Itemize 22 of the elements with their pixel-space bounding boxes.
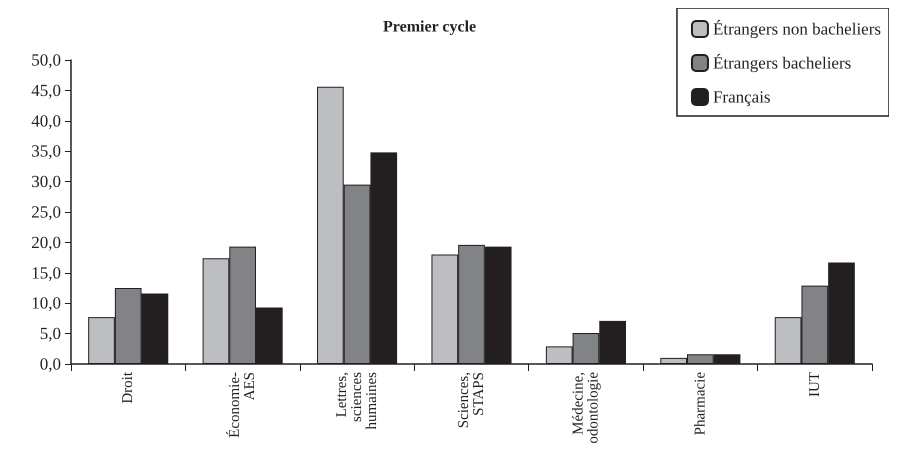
y-tick-label: 40,0	[31, 111, 61, 130]
x-tick-label: Lettres, sciences humaines	[334, 372, 380, 430]
chart-title: Premier cycle	[383, 18, 476, 36]
y-tick-label: 45,0	[31, 80, 61, 100]
x-tick-label: Sciences, STAPS	[456, 372, 487, 428]
x-tick-label: IUT	[806, 372, 823, 397]
y-tick-label: 35,0	[31, 142, 61, 161]
y-tick-label: 50,0	[31, 50, 61, 70]
legend-label: Français	[712, 88, 771, 106]
x-tick-label: Droit	[120, 371, 136, 404]
y-tick-label: 30,0	[31, 172, 61, 192]
y-tick-label: 0,0	[40, 354, 61, 374]
x-tick-label: Économie- AES	[226, 372, 258, 438]
y-tick-label: 20,0	[31, 232, 61, 252]
legend-label: Étrangers non bacheliers	[712, 20, 882, 38]
y-tick-label: 5,0	[40, 324, 61, 344]
y-tick-label: 15,0	[31, 263, 61, 282]
y-tick-label: 10,0	[31, 294, 61, 313]
x-tick-label: Médecine, odontologie	[570, 372, 602, 444]
x-tick-label: Pharmacie	[692, 372, 708, 436]
legend-label: Étrangers bacheliers	[712, 54, 852, 72]
y-tick-label: 25,0	[31, 202, 61, 222]
